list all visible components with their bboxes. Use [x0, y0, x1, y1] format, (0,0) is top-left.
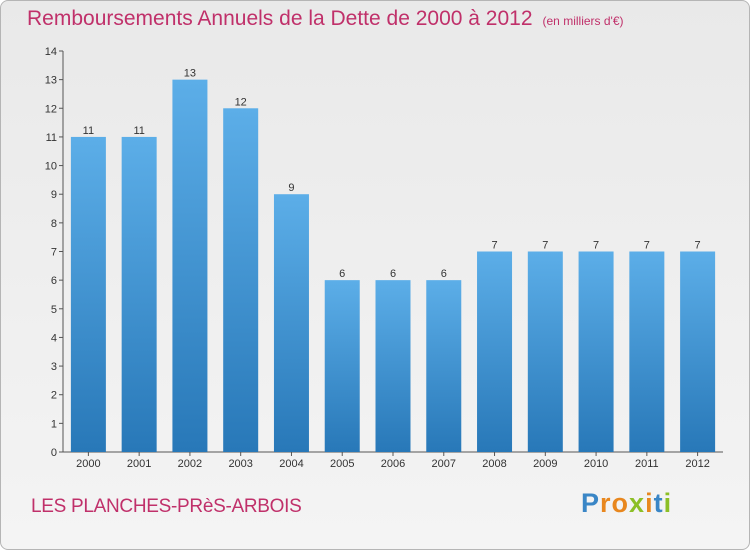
bar-value-label: 6 — [339, 268, 345, 280]
bar-value-label: 13 — [184, 68, 196, 80]
y-tick-label: 7 — [51, 247, 57, 259]
commune-name: LES PLANCHES-PRèS-ARBOIS — [31, 496, 302, 517]
bar-value-label: 7 — [644, 240, 650, 252]
x-tick-label: 2009 — [533, 458, 557, 470]
x-tick-label: 2007 — [432, 458, 456, 470]
x-tick-label: 2004 — [279, 458, 303, 470]
logo-letter: P — [581, 488, 601, 518]
y-tick-label: 6 — [51, 275, 57, 287]
logo-letter: r — [600, 488, 612, 518]
y-tick-label: 0 — [51, 447, 57, 459]
bar[interactable] — [223, 108, 259, 453]
chart-subtitle: (en milliers d'€) — [542, 14, 624, 28]
x-tick-label: 2006 — [381, 458, 405, 470]
x-tick-label: 2003 — [228, 458, 252, 470]
bar-value-label: 12 — [235, 96, 247, 108]
x-tick-label: 2002 — [178, 458, 202, 470]
y-tick-label: 11 — [46, 132, 57, 144]
bar-value-label: 7 — [491, 240, 497, 252]
bar-value-label: 9 — [288, 182, 294, 194]
bar[interactable] — [477, 251, 513, 453]
y-tick-label: 5 — [51, 304, 57, 316]
bar-value-label: 6 — [390, 268, 396, 280]
bar[interactable] — [680, 251, 716, 453]
x-tick-label: 2008 — [482, 458, 506, 470]
bar[interactable] — [629, 251, 665, 453]
bar[interactable] — [273, 194, 309, 452]
x-tick-label: 2010 — [584, 458, 608, 470]
y-tick-label: 13 — [45, 75, 57, 87]
bar[interactable] — [426, 280, 462, 452]
x-tick-label: 2011 — [635, 458, 659, 470]
bar-value-label: 7 — [542, 240, 548, 252]
y-tick-label: 14 — [45, 46, 57, 58]
y-tick-label: 8 — [51, 218, 57, 230]
chart-title-text: Remboursements Annuels de la Dette de 20… — [27, 7, 533, 30]
bar[interactable] — [121, 136, 157, 452]
bar-value-label: 6 — [441, 268, 447, 280]
y-tick-label: 2 — [51, 390, 57, 402]
bar[interactable] — [70, 136, 106, 452]
y-tick-label: 12 — [45, 103, 57, 115]
x-tick-label: 2001 — [127, 458, 151, 470]
y-tick-label: 1 — [51, 418, 57, 430]
y-tick-label: 4 — [51, 332, 57, 344]
logo-letter: x — [629, 488, 646, 518]
bar[interactable] — [172, 79, 208, 453]
logo-letter: i — [663, 488, 673, 518]
bar[interactable] — [578, 251, 614, 453]
bar-value-label: 7 — [695, 240, 701, 252]
bar-value-label: 11 — [133, 125, 144, 137]
y-tick-label: 3 — [51, 361, 57, 373]
x-tick-label: 2005 — [330, 458, 354, 470]
x-tick-label: 2012 — [685, 458, 709, 470]
proxiti-logo[interactable]: Proxiti — [581, 488, 672, 519]
x-tick-label: 2000 — [76, 458, 100, 470]
bar[interactable] — [375, 280, 411, 452]
bar-value-label: 7 — [593, 240, 599, 252]
bar-value-label: 11 — [83, 125, 94, 137]
y-tick-label: 10 — [45, 161, 57, 173]
bar[interactable] — [324, 280, 360, 452]
logo-letter: t — [653, 488, 664, 518]
logo-letter: o — [611, 488, 630, 518]
logo-letter: i — [645, 488, 654, 518]
bar[interactable] — [527, 251, 563, 453]
y-tick-label: 9 — [51, 189, 57, 201]
chart-title: Remboursements Annuels de la Dette de 20… — [27, 7, 624, 31]
